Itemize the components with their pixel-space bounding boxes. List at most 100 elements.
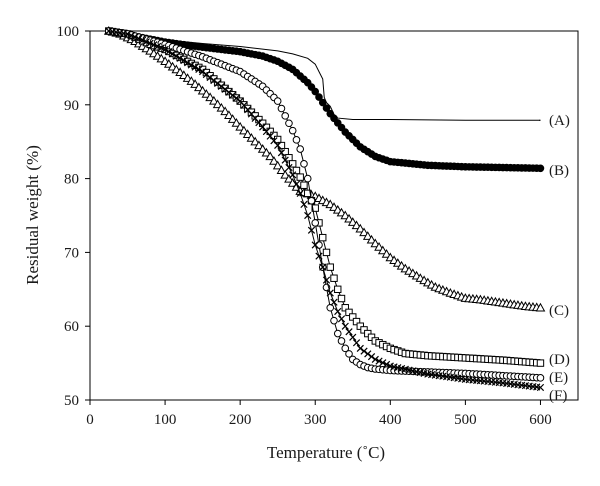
data-point: [281, 156, 289, 164]
y-tick-label: 80: [64, 172, 79, 188]
data-point: [315, 241, 323, 249]
data-point: [289, 171, 297, 179]
data-point: [341, 344, 350, 353]
data-point: [250, 136, 261, 146]
data-point: [135, 34, 143, 43]
data-point: [242, 129, 253, 139]
data-point: [362, 231, 373, 240]
data-point: [382, 360, 391, 369]
data-point: [345, 328, 353, 336]
data-point: [257, 144, 268, 153]
data-point: [315, 93, 323, 101]
data-point: [276, 165, 287, 174]
data-point: [266, 132, 274, 140]
data-point: [337, 294, 346, 303]
data-point: [337, 315, 346, 323]
data-point: [288, 126, 297, 135]
data-point: [165, 48, 173, 56]
data-point: [168, 50, 177, 58]
data-point: [340, 210, 351, 220]
data-point: [239, 125, 249, 135]
series-labels: (A) (B) (C) (D) (E) (F): [549, 113, 570, 404]
series-a: [108, 30, 541, 121]
data-point: [285, 163, 293, 172]
data-point: [374, 242, 384, 251]
data-point: [349, 333, 357, 341]
series-label: (D): [549, 352, 570, 368]
data-point: [326, 263, 334, 271]
data-point: [344, 213, 354, 223]
data-point: [304, 189, 312, 198]
data-point: [209, 95, 219, 105]
data-point: [300, 181, 308, 189]
data-point: [261, 147, 272, 157]
data-point: [536, 374, 545, 382]
data-point: [227, 114, 238, 123]
y-tick-label: 50: [64, 393, 79, 409]
data-point: [150, 41, 158, 49]
x-tick-label: 400: [379, 412, 402, 428]
y-axis-title: Residual weight (%): [23, 145, 42, 285]
data-point: [349, 313, 357, 321]
series-line: [108, 30, 541, 388]
series-line: [108, 30, 541, 121]
data-point: [187, 61, 195, 69]
data-point: [220, 106, 230, 116]
data-point: [319, 263, 327, 271]
data-point: [157, 44, 165, 52]
x-tick-label: 0: [86, 412, 94, 428]
y-tick-label: 60: [64, 319, 79, 335]
data-point: [352, 339, 361, 347]
axis-ticks: 0 100 200 300 400 500 600 50 60 70 80 90 100: [57, 24, 552, 428]
data-point: [183, 59, 192, 67]
data-point: [322, 104, 331, 112]
data-point: [356, 344, 364, 352]
data-point: [123, 30, 132, 38]
data-point: [270, 137, 278, 145]
data-point: [212, 99, 223, 109]
y-tick-label: 100: [57, 24, 80, 40]
data-point: [341, 322, 349, 330]
data-point: [377, 245, 388, 255]
data-point: [330, 274, 338, 282]
data-point: [347, 217, 358, 226]
x-tick-label: 600: [529, 412, 552, 428]
x-tick-label: 500: [454, 412, 477, 428]
data-point: [231, 118, 242, 127]
data-point: [330, 316, 338, 325]
data-point: [311, 87, 320, 96]
plot-frame: [89, 30, 579, 401]
data-point: [536, 359, 545, 367]
data-point: [381, 249, 392, 258]
data-point: [334, 307, 342, 316]
data-point: [315, 252, 323, 260]
y-tick-label: 90: [64, 98, 79, 114]
x-axis-title: Temperature (˚C): [267, 443, 385, 462]
series-label: (F): [549, 388, 567, 404]
data-point: [300, 160, 308, 168]
data-point: [371, 355, 379, 364]
data-point: [300, 200, 308, 209]
data-point: [280, 169, 291, 179]
data-point: [273, 97, 282, 105]
series-f: [105, 27, 545, 392]
series-d: [105, 27, 545, 367]
series-label: (A): [549, 113, 570, 129]
data-point: [201, 89, 212, 98]
data-point: [367, 353, 376, 361]
data-point: [307, 226, 316, 234]
data-point: [292, 166, 301, 175]
series-label: (C): [549, 303, 569, 319]
data-point: [205, 92, 215, 102]
data-point: [274, 141, 282, 150]
data-point: [351, 220, 362, 230]
data-point: [216, 102, 227, 112]
data-point: [194, 82, 204, 92]
data-point: [355, 223, 366, 233]
data-point: [341, 304, 349, 312]
data-point: [190, 79, 200, 88]
data-point: [289, 160, 297, 168]
data-point: [146, 39, 154, 47]
data-point: [311, 241, 319, 249]
